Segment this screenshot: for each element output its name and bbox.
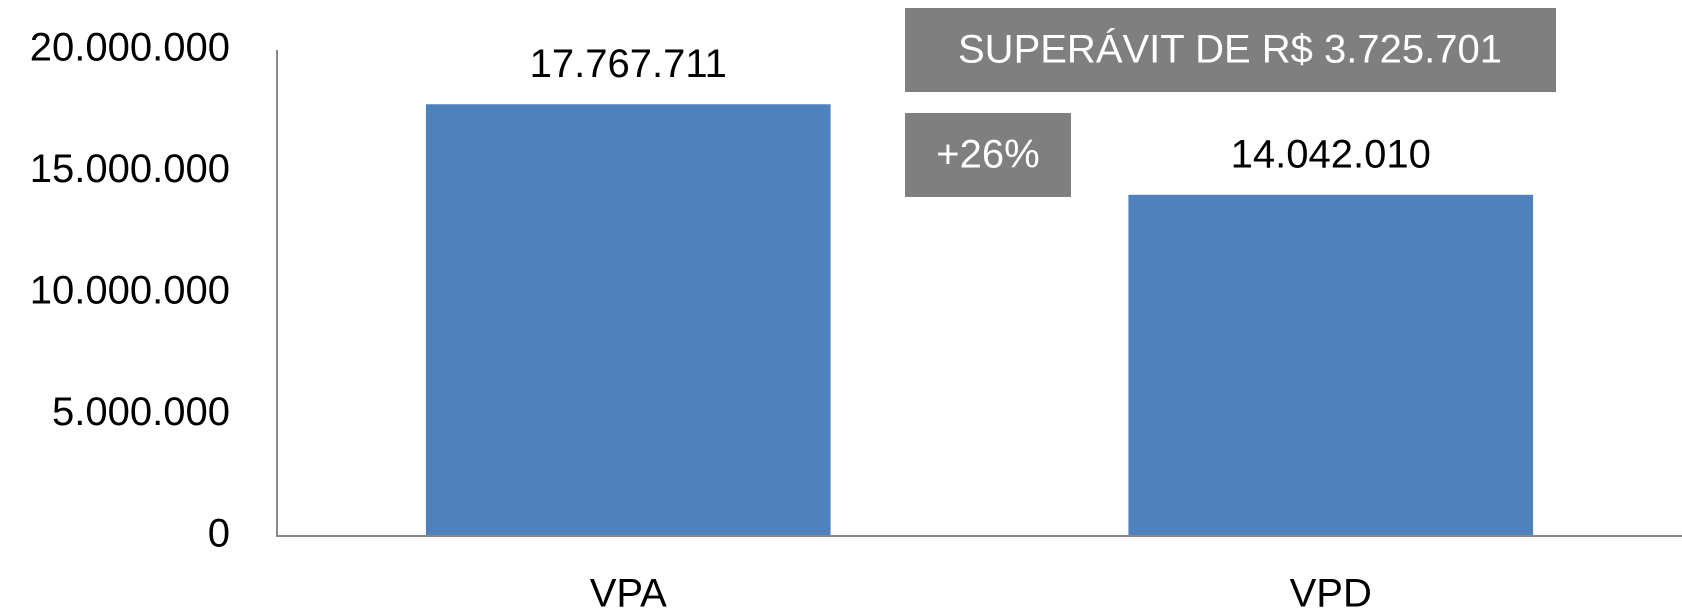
annotation-box <box>905 8 1556 92</box>
value-label: 17.767.711 <box>530 42 727 86</box>
annotation-box <box>905 113 1071 197</box>
x-tick-label: VPA <box>590 572 667 616</box>
y-tick-label: 20.000.000 <box>30 26 230 70</box>
bar <box>1128 194 1534 536</box>
annotation: SUPERÁVIT DE R$ 3.725.701 <box>958 27 1502 72</box>
annotation: +26% <box>936 133 1039 177</box>
y-tick-label: 10.000.000 <box>30 269 230 313</box>
y-tick-label: 15.000.000 <box>30 147 230 191</box>
x-tick-label: VPD <box>1290 572 1372 616</box>
y-tick-label: 5.000.000 <box>52 390 230 434</box>
bar <box>425 104 831 536</box>
value-label: 14.042.010 <box>1231 132 1431 176</box>
y-tick-label: 0 <box>208 512 230 556</box>
